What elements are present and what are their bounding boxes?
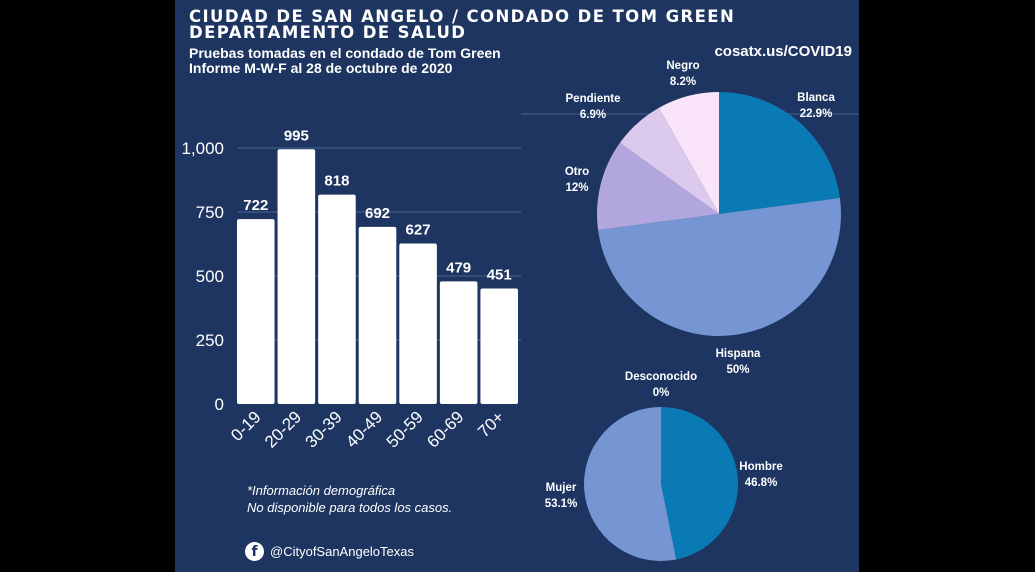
title-line-2: DEPARTAMENTO DE SALUD — [189, 23, 467, 42]
subtitle-line-2: Informe M-W-F al 28 de octubre de 2020 — [189, 60, 453, 76]
bar-value-label: 995 — [284, 127, 309, 144]
main-title: CIUDAD DE SAN ANGELO / CONDADO DE TOM GR… — [189, 7, 736, 42]
race-pie-slice-label: Blanca — [797, 92, 835, 104]
social-handle-text: @CityofSanAngeloTexas — [270, 543, 414, 559]
bar-60-69 — [439, 281, 478, 404]
x-tick-label: 50-59 — [383, 407, 427, 451]
facebook-icon: f — [245, 541, 264, 561]
race-pie-slice-label: Hispana — [716, 348, 761, 360]
sex-pie-slice-value: 46.8% — [745, 477, 778, 489]
bar-value-label: 479 — [446, 259, 471, 276]
bar-value-label: 627 — [406, 221, 431, 238]
y-tick-label: 250 — [196, 331, 224, 350]
bar-0-19 — [237, 219, 275, 404]
y-tick-label: 1,000 — [181, 139, 224, 158]
footnote-line-1: *Información demográfica — [247, 483, 396, 498]
bar-value-label: 818 — [324, 173, 349, 190]
race-pie-slice-value: 22.9% — [800, 108, 833, 120]
sex-pie-slice-value: 0% — [653, 387, 670, 399]
y-tick-label: 0 — [215, 395, 224, 414]
race-pie-slice-value: 6.9% — [580, 109, 606, 121]
x-tick-label: 40-49 — [342, 407, 386, 451]
source-url: cosatx.us/COVID19 — [714, 43, 852, 60]
x-tick-label: 30-39 — [302, 407, 346, 451]
x-tick-label: 70+ — [474, 407, 508, 441]
bar-70+ — [480, 288, 518, 404]
race-pie-slice-value: 8.2% — [670, 76, 696, 88]
sex-pie-slice-label: Mujer — [546, 482, 577, 494]
bar-value-label: 692 — [365, 205, 390, 222]
race-pie-slice-label: Negro — [666, 60, 699, 72]
bar-50-59 — [399, 243, 437, 404]
race-pie-slice-hispana — [598, 197, 841, 336]
race-pie-slice-pendiente — [619, 107, 719, 214]
race-pie-slice-negro — [658, 92, 719, 214]
sex-pie-slice-hombre — [661, 407, 739, 560]
subtitle-line-1: Pruebas tomadas en el condado de Tom Gre… — [189, 45, 501, 61]
race-pie-slice-value: 12% — [565, 182, 588, 194]
y-tick-label: 750 — [196, 203, 224, 222]
x-tick-label: 60-69 — [423, 407, 467, 451]
bar-30-39 — [318, 194, 356, 404]
social-handle: f @CityofSanAngeloTexas — [245, 541, 414, 561]
race-pie-slice-blanca — [719, 92, 840, 214]
sex-pie-slice-mujer — [583, 406, 677, 561]
race-pie-slice-value: 50% — [726, 364, 749, 376]
title-line-1: CIUDAD DE SAN ANGELO / CONDADO DE TOM GR… — [189, 7, 736, 26]
sex-pie-slice-label: Desconocido — [625, 371, 697, 383]
x-tick-label: 20-29 — [261, 407, 305, 451]
x-tick-label: 0-19 — [227, 407, 264, 444]
y-tick-label: 500 — [196, 267, 224, 286]
bar-value-label: 451 — [487, 267, 512, 284]
bar-40-49 — [358, 226, 397, 404]
race-pie-slice-otro — [597, 142, 719, 231]
footnote-line-2: No disponible para todos los casos. — [247, 500, 453, 515]
sex-pie-slice-label: Hombre — [739, 461, 782, 473]
bar-20-29 — [277, 149, 316, 404]
bar-value-label: 722 — [243, 197, 268, 214]
race-pie-slice-label: Otro — [565, 166, 589, 178]
race-pie-slice-label: Pendiente — [566, 93, 621, 105]
sex-pie-slice-value: 53.1% — [545, 498, 578, 510]
